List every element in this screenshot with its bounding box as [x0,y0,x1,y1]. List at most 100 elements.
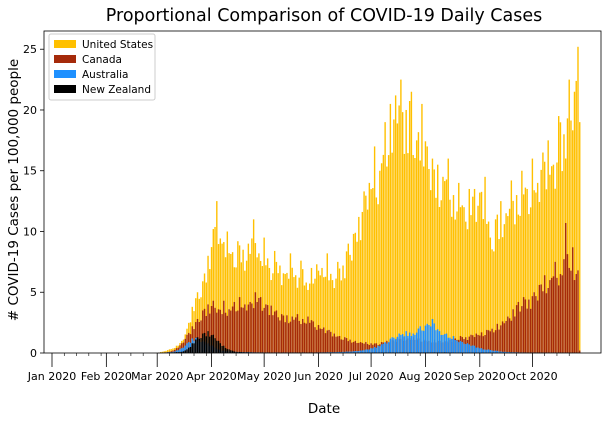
bar [352,341,355,353]
bar [552,276,555,353]
bar [368,182,371,353]
bar [431,158,434,353]
bar [484,349,486,353]
bar [500,201,502,353]
bar [335,278,337,353]
bar [268,315,271,353]
bar [386,166,388,353]
bar [219,343,222,353]
bar [547,288,549,353]
bar [275,261,278,353]
bar [212,300,214,353]
bar [279,265,281,353]
bar [305,323,307,353]
bar [538,201,541,353]
bar [328,280,330,353]
bar [514,316,516,353]
bar [535,192,537,353]
bar [542,152,544,353]
bar [543,161,546,353]
bar [345,351,348,353]
bar [447,158,449,353]
bar [259,297,262,353]
bar [370,189,372,353]
bar [575,274,577,353]
bar [540,284,542,353]
bar [475,347,477,353]
bar [342,351,344,353]
bar [493,332,495,353]
bar [372,188,374,353]
bar [224,257,227,353]
bar [240,352,243,353]
bars-layer [158,46,581,354]
bar [189,346,192,353]
bar [375,197,378,353]
bar [517,301,520,353]
bar [500,325,502,353]
bar [400,79,402,353]
bar [500,351,502,353]
legend-swatch [54,40,76,48]
x-tick-label: Sep 2020 [454,370,506,383]
y-tick-layer: 0 5 10 15 20 25 [23,43,44,360]
bar [209,313,211,353]
bar [556,277,558,353]
bar [237,310,239,353]
bar [368,349,371,353]
bar [284,322,286,353]
bar [489,331,492,353]
bar [344,351,346,353]
bar [351,260,353,353]
bar [405,331,407,353]
bar [498,351,500,353]
bar [342,339,344,353]
bar [265,304,267,353]
bar [473,337,476,353]
bar [380,344,383,353]
bar [382,343,385,353]
bar [400,334,402,353]
bar [345,251,348,353]
bar [572,247,574,353]
bar [323,327,325,353]
bar [337,351,339,353]
bar [354,232,357,353]
bar [228,253,230,353]
bar [477,334,479,353]
bar [521,306,523,353]
bar [219,309,222,353]
bar [570,270,572,353]
bar [210,335,213,353]
bar [515,305,518,353]
bar [363,343,365,353]
bar [437,164,439,353]
bar [373,146,376,353]
bar [295,317,297,353]
x-tick-label: Oct 2020 [507,370,558,383]
bar [480,348,483,353]
bar [300,324,302,353]
bar [181,348,183,353]
bar [482,349,485,353]
bar [365,349,367,353]
bar [477,347,479,353]
bar [231,252,234,353]
bar [340,280,342,353]
bar [347,351,349,353]
bar [577,46,579,354]
bar [272,273,274,353]
bar [352,233,355,353]
bar [405,109,407,353]
bar [217,244,220,353]
bar [533,190,535,353]
bar [570,120,572,353]
bar [561,171,563,353]
bar [182,347,185,353]
bar [494,219,497,353]
bar [182,351,185,353]
bar [177,352,179,353]
bar [337,336,339,353]
bar [579,122,581,353]
